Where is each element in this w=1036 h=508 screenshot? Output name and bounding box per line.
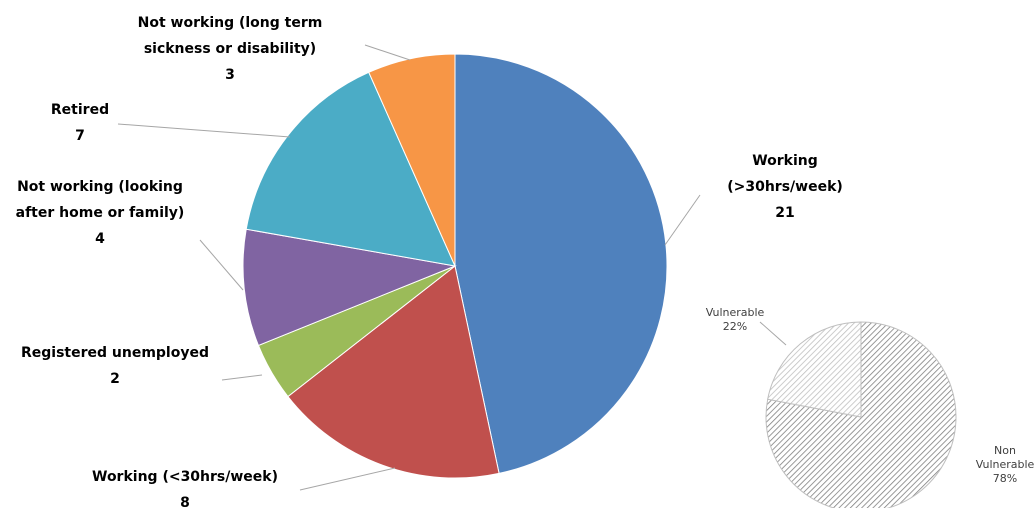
pie-slice — [287, 265, 500, 479]
category-label: Not working (long term sickness or disab… — [137, 15, 323, 57]
value-label: 78% — [992, 472, 1018, 485]
category-label: Registered unemployed — [20, 345, 209, 361]
category-label: Retired — [50, 102, 110, 118]
data-label: Retired 7 — [30, 97, 130, 149]
value-label: 4 — [95, 231, 105, 247]
leader-line — [759, 321, 787, 346]
data-label: Registered unemployed 2 — [0, 340, 230, 392]
leader-line — [364, 44, 411, 61]
value-label: 2 — [110, 371, 120, 387]
category-label: Non Vulnerable — [975, 444, 1035, 471]
pie-slice — [454, 53, 668, 474]
leader-line — [221, 374, 263, 381]
category-label: Vulnerable — [705, 306, 765, 319]
leader-line — [117, 123, 291, 138]
value-label: 3 — [225, 67, 235, 83]
data-label: Working (>30hrs/week) 21 — [700, 148, 870, 226]
category-label: Working (>30hrs/week) — [727, 153, 843, 195]
leader-line — [299, 467, 396, 491]
value-label: 7 — [75, 128, 85, 144]
leader-line — [664, 194, 701, 246]
value-label: 21 — [775, 205, 795, 221]
category-label: Not working (looking after home or famil… — [15, 179, 185, 221]
category-label: Working (<30hrs/week) — [92, 469, 278, 485]
pie-slice — [767, 321, 862, 418]
data-label: Non Vulnerable 78% — [975, 444, 1035, 486]
leader-line — [199, 239, 244, 291]
data-label: Not working (long term sickness or disab… — [110, 10, 350, 88]
data-label: Not working (looking after home or famil… — [0, 174, 200, 252]
pie-slice — [765, 321, 957, 508]
value-label: 22% — [722, 320, 748, 333]
pie-slice — [368, 53, 456, 267]
data-label: Working (<30hrs/week) 8 — [60, 464, 310, 508]
pie-slice — [245, 71, 456, 267]
value-label: 8 — [180, 495, 190, 508]
data-label: Vulnerable 22% — [700, 306, 770, 334]
pie-slice — [242, 228, 457, 347]
